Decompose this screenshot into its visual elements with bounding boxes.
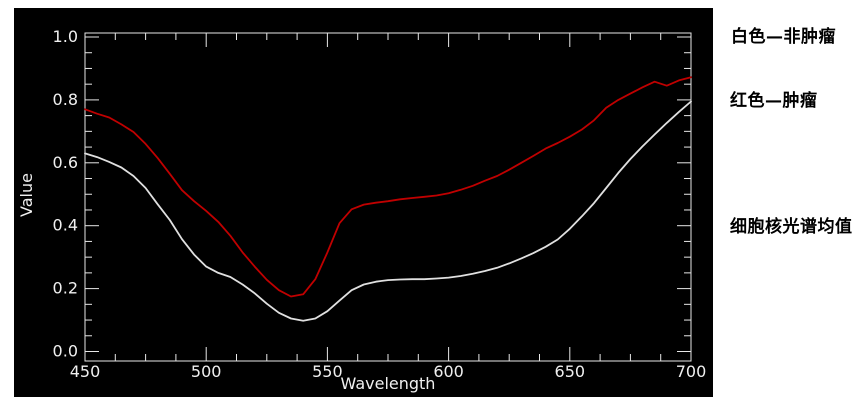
y-tick-label: 0.0 bbox=[53, 342, 78, 361]
y-tick-label: 0.4 bbox=[53, 216, 78, 235]
legend-red-tumor-label: 红色—肿瘤 bbox=[730, 91, 818, 111]
x-tick-label: 600 bbox=[433, 362, 464, 381]
x-tick-label: 450 bbox=[70, 362, 101, 381]
y-tick-label: 1.0 bbox=[53, 27, 78, 46]
y-tick-label: 0.8 bbox=[53, 90, 78, 109]
spectra-chart: 450 500 550 600 650 700 0.0 0.2 0.4 0.6 0.8 1.0 Wave… bbox=[17, 27, 706, 393]
y-tick-label: 0.6 bbox=[53, 153, 78, 172]
y-tick-label: 0.2 bbox=[53, 279, 78, 298]
axis-frame bbox=[84, 32, 692, 362]
caption-nucleus-spectra-mean-label: 细胞核光谱均值 bbox=[730, 217, 853, 237]
x-axis-title: Wavelength bbox=[341, 374, 436, 393]
x-tick-label: 700 bbox=[676, 362, 707, 381]
non-tumor-curve-white bbox=[84, 100, 692, 322]
y-axis-title: Value bbox=[17, 173, 36, 217]
x-tick-label: 550 bbox=[312, 362, 343, 381]
legend-white-nontumor-label: 白色—非肿瘤 bbox=[731, 27, 836, 47]
tumor-curve-red bbox=[84, 76, 692, 298]
x-tick-label: 500 bbox=[191, 362, 222, 381]
chart-panel: 450 500 550 600 650 700 0.0 0.2 0.4 0.6 0.8 1.0 Wave… bbox=[14, 8, 713, 397]
tick-labels: 450 500 550 600 650 700 0.0 0.2 0.4 0.6 0.8 1.0 Wave… bbox=[17, 27, 706, 393]
axis-ticks bbox=[84, 33, 692, 361]
x-tick-label: 650 bbox=[555, 362, 586, 381]
